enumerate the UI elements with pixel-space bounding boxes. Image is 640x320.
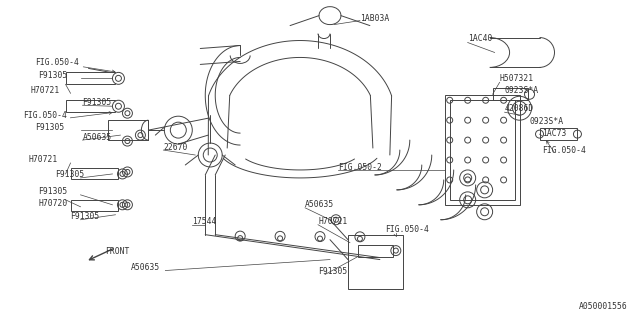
Text: F91305: F91305 [36, 123, 65, 132]
Text: 1AB03A: 1AB03A [360, 14, 389, 23]
Circle shape [113, 100, 124, 112]
Text: F91305: F91305 [38, 71, 68, 80]
Text: H70721: H70721 [318, 217, 348, 226]
Text: FIG.050-4: FIG.050-4 [22, 111, 67, 120]
Text: 1AC73: 1AC73 [543, 129, 567, 138]
Text: FIG.050-4: FIG.050-4 [543, 146, 586, 155]
Text: H70720: H70720 [38, 199, 68, 208]
Text: A050001556: A050001556 [579, 302, 627, 311]
Text: FIG.050-4: FIG.050-4 [385, 225, 429, 234]
Text: F91305: F91305 [70, 212, 100, 221]
Text: FRONT: FRONT [106, 247, 130, 256]
Bar [493, 88, 527, 100]
Text: 1AC40: 1AC40 [468, 34, 492, 43]
Text: A50635: A50635 [83, 132, 112, 141]
Text: 22670: 22670 [163, 142, 188, 152]
Text: F91305: F91305 [56, 171, 85, 180]
Text: 42086D: 42086D [504, 104, 534, 113]
Bar [450, 100, 515, 200]
Text: F91305: F91305 [83, 98, 112, 107]
Bar [65, 100, 115, 112]
Bar [348, 235, 403, 289]
Bar [65, 72, 115, 84]
Text: F91305: F91305 [38, 188, 68, 196]
Text: FIG.050-2: FIG.050-2 [338, 164, 382, 172]
Bar [358, 244, 393, 257]
Bar [108, 120, 148, 140]
Bar [540, 128, 577, 140]
Text: 0923S*A: 0923S*A [504, 86, 539, 95]
Text: A50635: A50635 [305, 200, 334, 209]
Text: A50635: A50635 [131, 263, 159, 272]
Bar [445, 95, 520, 205]
Text: 0923S*A: 0923S*A [529, 117, 564, 126]
Text: H70721: H70721 [29, 156, 58, 164]
Text: FIG.050-4: FIG.050-4 [36, 58, 79, 67]
Circle shape [113, 72, 124, 84]
Text: F91305: F91305 [318, 267, 348, 276]
Text: H70721: H70721 [31, 86, 60, 95]
Bar [70, 168, 118, 179]
Text: H507321: H507321 [500, 74, 534, 83]
Text: 17544: 17544 [192, 217, 217, 226]
Bar [70, 200, 118, 211]
